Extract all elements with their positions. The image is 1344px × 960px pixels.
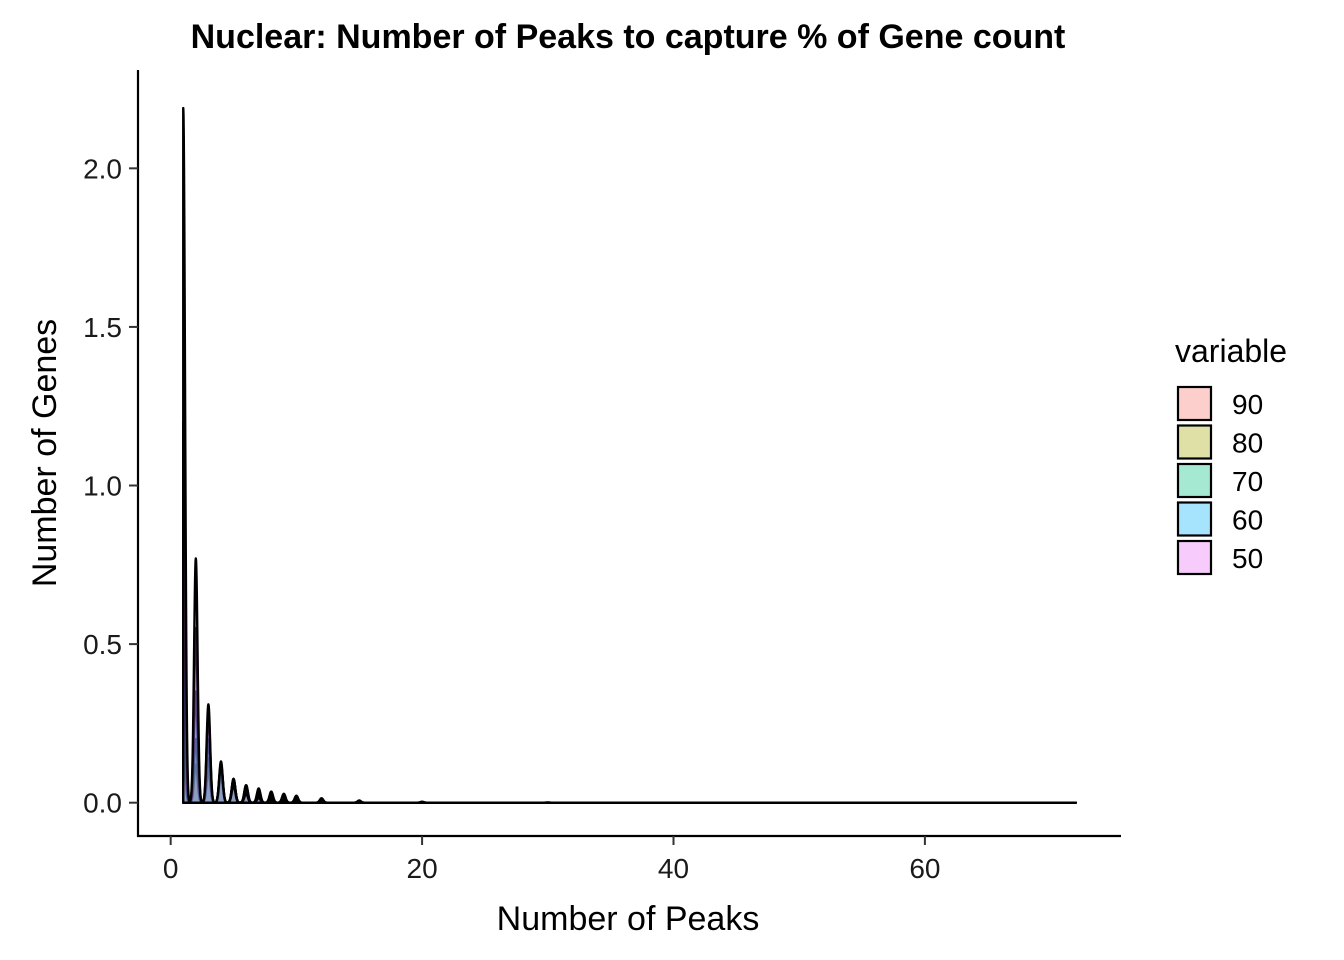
chart-title: Nuclear: Number of Peaks to capture % of…	[191, 18, 1066, 56]
legend-key-bg	[1177, 501, 1212, 537]
legend-key-bg	[1177, 463, 1212, 498]
legend-key-80	[1176, 424, 1213, 460]
legend-key-60	[1176, 501, 1213, 537]
density-areas	[182, 106, 1077, 804]
y-axis-ticks: 0.0 0.5 1.0 1.5 2.0	[83, 153, 138, 819]
legend-key-bg	[1177, 424, 1212, 460]
legend-label-60: 60	[1232, 505, 1263, 536]
x-tick-label: 40	[658, 853, 689, 884]
legend-items: 90 80 70 60 50	[1176, 385, 1263, 576]
density-area-80	[182, 706, 1077, 804]
legend-label-80: 80	[1232, 428, 1263, 459]
legend-label-90: 90	[1232, 389, 1263, 420]
legend-label-70: 70	[1232, 466, 1263, 497]
y-tick-label: 2.0	[83, 153, 122, 184]
density-area-60	[182, 420, 1077, 804]
legend-label-50: 50	[1232, 543, 1263, 574]
y-tick-label: 0.5	[83, 629, 122, 660]
y-tick-label: 1.5	[83, 312, 122, 343]
density-area-50	[182, 106, 1077, 804]
y-tick-label: 0.0	[83, 788, 122, 819]
legend-key-50	[1176, 539, 1213, 576]
density-area-70	[182, 611, 1077, 804]
legend: variable 90 80 70 60 50	[1175, 333, 1287, 576]
x-tick-label: 0	[163, 853, 179, 884]
x-tick-label: 20	[407, 853, 438, 884]
legend-key-90	[1176, 385, 1213, 422]
legend-key-bg	[1177, 540, 1212, 575]
legend-key-70	[1176, 462, 1213, 499]
y-tick-label: 1.0	[83, 471, 122, 502]
y-axis-title: Number of Genes	[26, 319, 64, 587]
x-axis-title: Number of Peaks	[497, 900, 760, 938]
x-axis-ticks: 0 20 40 60	[163, 836, 940, 884]
legend-title: variable	[1175, 333, 1287, 369]
x-tick-label: 60	[909, 853, 940, 884]
legend-key-bg	[1177, 386, 1212, 421]
density-area-90	[182, 738, 1077, 804]
